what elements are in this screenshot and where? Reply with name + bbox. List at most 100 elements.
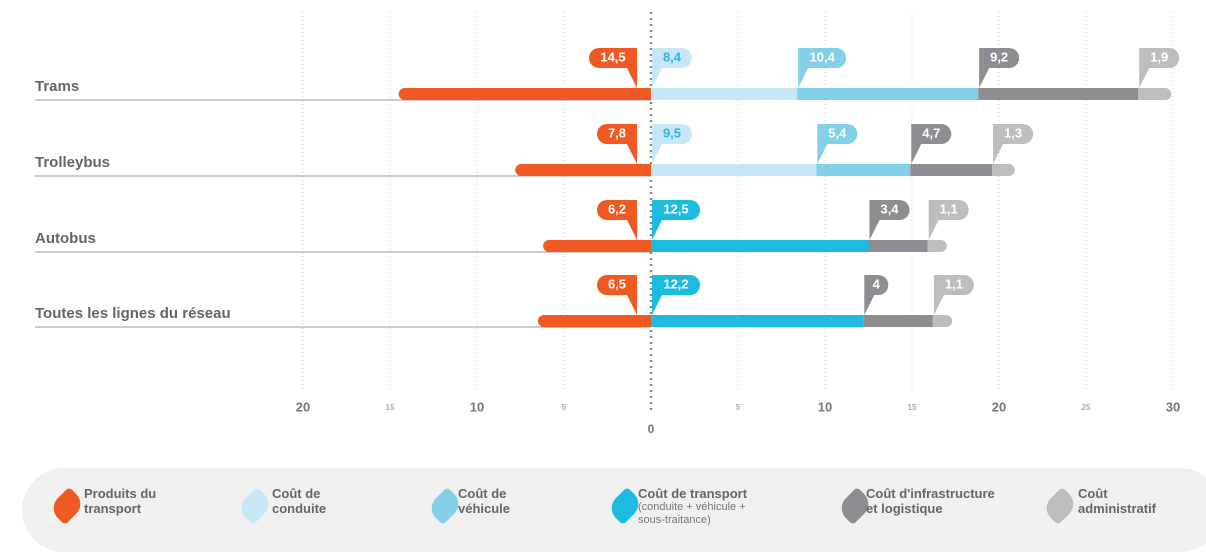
- data-label: 6,5: [597, 275, 638, 315]
- bar: [651, 315, 864, 327]
- legend-item: Coût de conduite: [272, 486, 372, 516]
- data-label: 1,1: [933, 275, 974, 315]
- value-label: 4: [873, 276, 881, 291]
- bar: [978, 88, 1139, 100]
- data-label: 7,8: [597, 124, 638, 164]
- legend-item: Coût de véhicule: [458, 486, 558, 516]
- label-bubble: [597, 124, 638, 164]
- legend-label: Coût administratif: [1078, 486, 1157, 516]
- legend-note: (conduite + véhicule + sous-traitance): [638, 501, 746, 526]
- label-bubble: [911, 124, 952, 164]
- bar: [932, 315, 953, 327]
- data-label: 1,9: [1139, 48, 1180, 88]
- label-bubble: [979, 48, 1020, 88]
- label-bubble: [597, 275, 638, 315]
- legend-item: Coût d'infrastructure et logistique: [866, 486, 996, 516]
- bar: [992, 164, 1015, 176]
- value-label: 1,1: [945, 276, 963, 291]
- value-label: 9,2: [990, 49, 1008, 64]
- label-bubble: [993, 124, 1034, 164]
- value-label: 3,4: [880, 201, 899, 216]
- x-tick-label: 15: [386, 403, 395, 412]
- bar: [651, 164, 817, 176]
- bar: [515, 164, 652, 176]
- legend-swatch: [1040, 486, 1080, 526]
- bar: [797, 88, 979, 100]
- data-label: 1,1: [928, 200, 969, 240]
- legend-swatch: [235, 486, 275, 526]
- legend: Produits du transport Coût de conduite Coû…: [22, 468, 1206, 552]
- data-label: 3,4: [869, 200, 910, 240]
- x-tick-label: 0: [648, 422, 655, 436]
- label-bubble: [589, 48, 638, 88]
- legend-label: Coût de véhicule: [458, 486, 511, 516]
- data-label: 6,2: [597, 200, 638, 240]
- value-label: 12,5: [663, 201, 688, 216]
- legend-item: Produits du transport: [84, 486, 194, 516]
- bar: [816, 164, 911, 176]
- legend-item: Coût administratif: [1078, 486, 1188, 516]
- bar: [543, 240, 652, 252]
- value-label: 10,4: [810, 49, 836, 64]
- value-label: 7,8: [608, 125, 626, 140]
- label-bubble: [798, 48, 847, 88]
- value-label: 6,5: [608, 276, 626, 291]
- x-tick-label: 25: [1082, 403, 1091, 412]
- data-label: 4,7: [911, 124, 952, 164]
- label-bubble: [864, 275, 889, 315]
- x-tick-label: 30: [1166, 399, 1180, 414]
- data-label: 12,2: [652, 275, 701, 315]
- x-tick-label: 20: [296, 399, 310, 414]
- legend-item: Coût de transport (conduite + véhicule + …: [638, 486, 808, 527]
- legend-label: Coût d'infrastructure et logistique: [866, 486, 995, 516]
- bar: [651, 88, 798, 100]
- bar: [651, 240, 869, 252]
- value-label: 6,2: [608, 201, 626, 216]
- label-bubble: [652, 48, 693, 88]
- x-tick-label: 20: [992, 399, 1006, 414]
- bar: [910, 164, 993, 176]
- x-tick-label: 5: [562, 403, 567, 412]
- x-tick-label: 10: [470, 399, 484, 414]
- value-label: 8,4: [663, 49, 682, 64]
- bar: [537, 315, 652, 327]
- bar: [1138, 88, 1172, 100]
- legend-swatch: [47, 486, 87, 526]
- label-bubble: [652, 124, 693, 164]
- data-label: 9,5: [652, 124, 693, 164]
- bar: [868, 240, 928, 252]
- legend-label: Coût de conduite: [272, 486, 327, 516]
- category-label: Trolleybus: [35, 154, 110, 171]
- x-tick-label: 5: [736, 403, 741, 412]
- data-label: 8,4: [652, 48, 693, 88]
- data-label: 12,5: [652, 200, 701, 240]
- label-bubble: [817, 124, 858, 164]
- label-bubble: [597, 200, 638, 240]
- data-label: 14,5: [589, 48, 638, 88]
- plot: 20 15 10 5 0 5 10 15 20 25 30 Trams 14,5 8,4 10,4 9,2 1,…: [35, 12, 1180, 436]
- category-label: Toutes les lignes du réseau: [35, 305, 231, 322]
- label-bubble: [652, 200, 701, 240]
- data-label: 4: [864, 275, 889, 315]
- label-bubble: [652, 275, 701, 315]
- value-label: 5,4: [828, 125, 847, 140]
- legend-label: Produits du transport: [84, 486, 157, 516]
- data-label: 9,2: [979, 48, 1020, 88]
- value-label: 14,5: [600, 49, 625, 64]
- label-bubble: [1139, 48, 1180, 88]
- value-label: 1,1: [940, 201, 958, 216]
- label-bubble: [933, 275, 974, 315]
- label-bubble: [928, 200, 969, 240]
- category-label: Autobus: [35, 230, 96, 247]
- bar: [927, 240, 947, 252]
- category-label: Trams: [35, 78, 79, 95]
- data-label: 10,4: [798, 48, 847, 88]
- value-label: 1,3: [1004, 125, 1022, 140]
- value-label: 9,5: [663, 125, 681, 140]
- data-label: 5,4: [817, 124, 858, 164]
- label-bubble: [869, 200, 910, 240]
- value-label: 1,9: [1150, 49, 1168, 64]
- value-label: 4,7: [922, 125, 940, 140]
- bar: [398, 88, 652, 100]
